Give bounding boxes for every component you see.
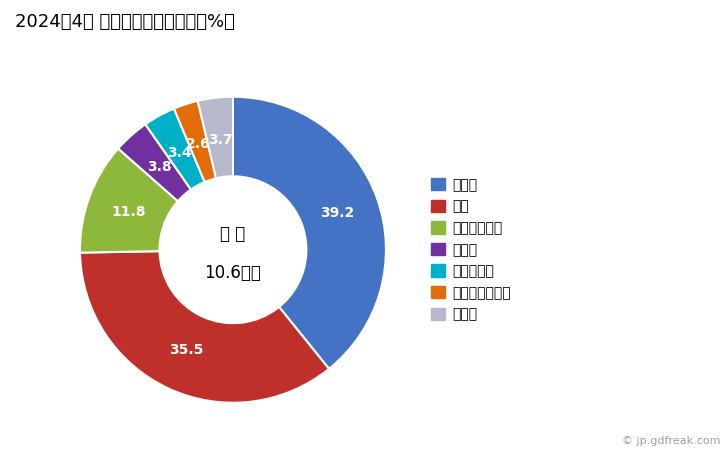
- Wedge shape: [118, 124, 191, 201]
- Text: 39.2: 39.2: [320, 206, 355, 220]
- Text: 2.6: 2.6: [186, 137, 211, 151]
- Wedge shape: [146, 108, 205, 189]
- Wedge shape: [198, 97, 233, 178]
- Text: 2024年4月 輸出相手国のシェア（%）: 2024年4月 輸出相手国のシェア（%）: [15, 14, 234, 32]
- Text: 3.4: 3.4: [167, 145, 192, 160]
- Text: 11.8: 11.8: [111, 204, 146, 219]
- Text: 総 額: 総 額: [221, 225, 245, 243]
- Wedge shape: [174, 101, 216, 182]
- Legend: インド, 中国, インドネシア, トルコ, コロンビア, バングラデシュ, その他: インド, 中国, インドネシア, トルコ, コロンビア, バングラデシュ, その…: [431, 178, 510, 322]
- Text: 3.8: 3.8: [147, 160, 171, 174]
- Wedge shape: [233, 97, 386, 369]
- Text: 35.5: 35.5: [169, 343, 203, 357]
- Wedge shape: [80, 148, 178, 252]
- Text: 3.7: 3.7: [208, 133, 232, 147]
- Text: 10.6億円: 10.6億円: [205, 264, 261, 282]
- Wedge shape: [80, 251, 329, 403]
- Text: © jp.gdfreak.com: © jp.gdfreak.com: [622, 436, 721, 446]
